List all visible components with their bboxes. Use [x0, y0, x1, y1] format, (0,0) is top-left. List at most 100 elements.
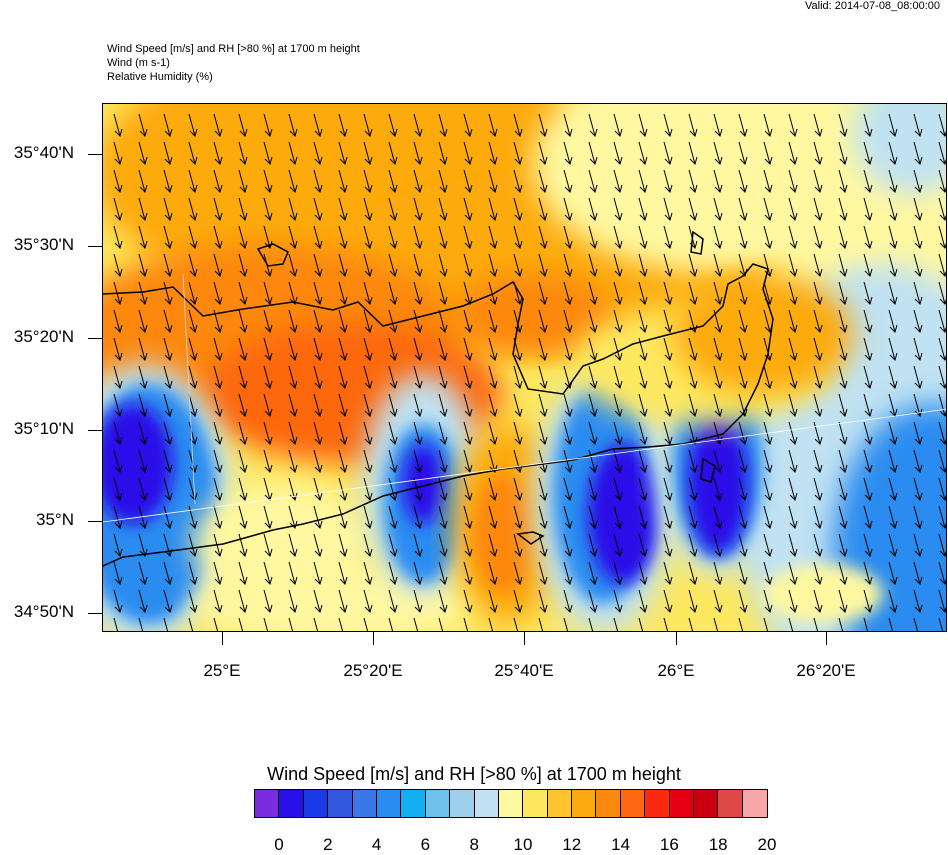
grid-line	[103, 408, 946, 523]
wind-arrow	[138, 169, 148, 193]
colorbar-swatch	[572, 790, 597, 817]
wind-arrow	[388, 617, 394, 631]
wind-arrow	[263, 617, 269, 631]
wind-arrow	[663, 477, 673, 501]
wind-arrow	[213, 225, 223, 249]
colorbar-swatch	[645, 790, 670, 817]
wind-arrow	[638, 589, 648, 613]
wind-arrow	[663, 365, 673, 389]
wind-arrow	[188, 169, 198, 193]
wind-arrow	[288, 281, 298, 305]
lat-label-35-10: 35°10'N	[13, 419, 74, 438]
wind-arrow	[538, 337, 548, 361]
wind-arrow	[463, 449, 473, 473]
wind-arrow	[238, 253, 248, 277]
wind-arrow	[838, 449, 848, 473]
wind-arrow	[338, 309, 348, 333]
wind-arrow	[388, 225, 398, 249]
wind-arrow	[888, 169, 898, 193]
wind-arrow	[163, 505, 173, 529]
wind-arrow	[813, 225, 823, 249]
wind-arrow	[138, 617, 144, 631]
colorbar-swatch	[718, 790, 743, 817]
wind-arrow	[238, 197, 248, 221]
wind-arrow	[463, 477, 473, 501]
wind-arrow	[413, 393, 423, 417]
wind-arrow	[888, 225, 898, 249]
wind-arrow	[113, 169, 123, 193]
wind-arrow	[213, 477, 223, 501]
wind-arrow	[638, 309, 648, 333]
wind-arrow	[363, 253, 373, 277]
wind-arrow	[363, 309, 373, 333]
wind-arrow	[138, 421, 148, 445]
wind-arrow	[638, 141, 648, 165]
wind-arrow	[513, 169, 523, 193]
wind-arrow	[288, 589, 298, 613]
wind-arrow	[213, 169, 223, 193]
wind-arrow	[263, 169, 273, 193]
wind-arrow	[913, 225, 923, 249]
wind-arrow	[713, 589, 723, 613]
wind-arrow	[313, 561, 323, 585]
wind-arrow	[388, 309, 398, 333]
wind-arrow	[838, 505, 848, 529]
wind-arrow	[613, 225, 623, 249]
wind-arrow	[813, 505, 823, 529]
lat-label-35-40: 35°40'N	[13, 143, 74, 162]
wind-arrow	[938, 505, 946, 529]
wind-arrow	[738, 477, 748, 501]
wind-arrow	[113, 365, 123, 389]
wind-arrow	[688, 113, 698, 137]
wind-arrow	[363, 169, 373, 193]
wind-arrow	[188, 393, 198, 417]
wind-arrow	[663, 113, 673, 137]
wind-arrow	[238, 281, 248, 305]
wind-arrow	[338, 141, 348, 165]
wind-arrow	[188, 309, 198, 333]
wind-arrow	[413, 281, 423, 305]
wind-arrow	[338, 617, 344, 631]
wind-arrow	[563, 393, 573, 417]
wind-arrow	[338, 561, 348, 585]
wind-arrow	[188, 533, 198, 557]
wind-arrow	[788, 225, 798, 249]
wind-arrow	[938, 309, 946, 333]
wind-arrow	[588, 113, 598, 137]
colorbar-swatch	[401, 790, 426, 817]
wind-arrow	[338, 113, 348, 137]
wind-arrow	[313, 449, 323, 473]
lat-tick	[88, 154, 102, 155]
wind-arrow	[913, 617, 919, 631]
wind-arrow	[813, 617, 819, 631]
lat-label-35-20: 35°20'N	[13, 327, 74, 346]
wind-arrow	[488, 225, 498, 249]
wind-arrow	[213, 365, 223, 389]
wind-arrow	[638, 365, 648, 389]
wind-arrow	[413, 449, 423, 473]
wind-arrow	[863, 617, 869, 631]
wind-arrow	[563, 309, 573, 333]
wind-arrow	[638, 449, 648, 473]
map-titles: Wind Speed [m/s] and RH [>80 %] at 1700 …	[107, 42, 360, 84]
wind-arrow	[738, 141, 748, 165]
wind-arrow	[613, 533, 623, 557]
wind-arrow	[788, 253, 798, 277]
wind-arrow	[438, 393, 448, 417]
lon-label-25: 25°E	[203, 661, 241, 680]
wind-arrow	[188, 589, 198, 613]
wind-arrow	[288, 141, 298, 165]
wind-arrow	[313, 421, 323, 445]
wind-arrow	[563, 337, 573, 361]
wind-arrow	[888, 337, 898, 361]
wind-arrow	[363, 477, 373, 501]
wind-arrow	[688, 141, 698, 165]
wind-arrow	[463, 309, 473, 333]
wind-arrow	[388, 141, 398, 165]
wind-arrow	[313, 253, 323, 277]
wind-arrow	[138, 589, 148, 613]
wind-arrow	[813, 169, 823, 193]
wind-arrow	[613, 197, 623, 221]
wind-arrow	[838, 393, 848, 417]
wind-arrow	[188, 365, 198, 389]
